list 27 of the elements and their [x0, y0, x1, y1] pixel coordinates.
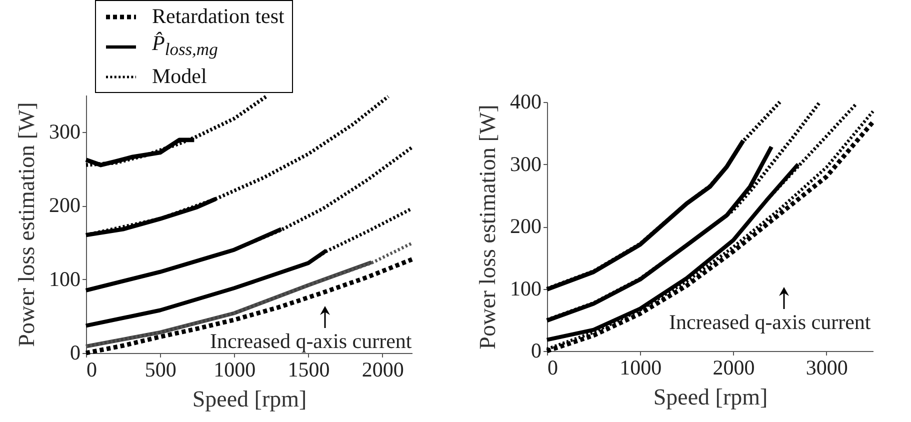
annotation: Increased q-axis current	[210, 329, 412, 353]
legend-label: Retardation test	[152, 3, 284, 30]
legend-label: Model	[152, 63, 207, 90]
x-tick-label: 2000	[362, 358, 404, 382]
x-tick-label: 0	[548, 356, 558, 380]
y-tick-label: 200	[49, 193, 80, 218]
x-tick-label: 0	[86, 358, 97, 382]
y-tick-label: 100	[510, 276, 542, 300]
y-tick-label: 100	[49, 266, 80, 291]
x-tick-label: 1000	[620, 356, 662, 380]
y-axis-title: Power loss estimation [W]	[475, 104, 500, 350]
y-tick-label: 400	[510, 90, 542, 114]
x-axis-title: Speed [rpm]	[192, 386, 307, 412]
y-axis-title: Power loss estimation [W]	[14, 102, 39, 347]
x-tick-label: 1500	[288, 358, 330, 382]
legend-label: P̂$_{loss,mg}$	[152, 30, 218, 62]
y-tick-label: 300	[510, 152, 542, 176]
y-tick-label: 0	[531, 338, 542, 362]
x-tick-label: 500	[144, 358, 176, 382]
x-tick-label: 3000	[806, 356, 848, 380]
y-tick-label: 0	[70, 340, 80, 364]
y-tick-label: 200	[510, 214, 542, 238]
y-tick-label: 300	[49, 119, 80, 144]
x-tick-label: 2000	[712, 356, 755, 380]
annotation: Increased q-axis current	[669, 310, 871, 334]
x-axis-title: Speed [rpm]	[653, 384, 768, 410]
x-tick-label: 1000	[214, 358, 256, 382]
